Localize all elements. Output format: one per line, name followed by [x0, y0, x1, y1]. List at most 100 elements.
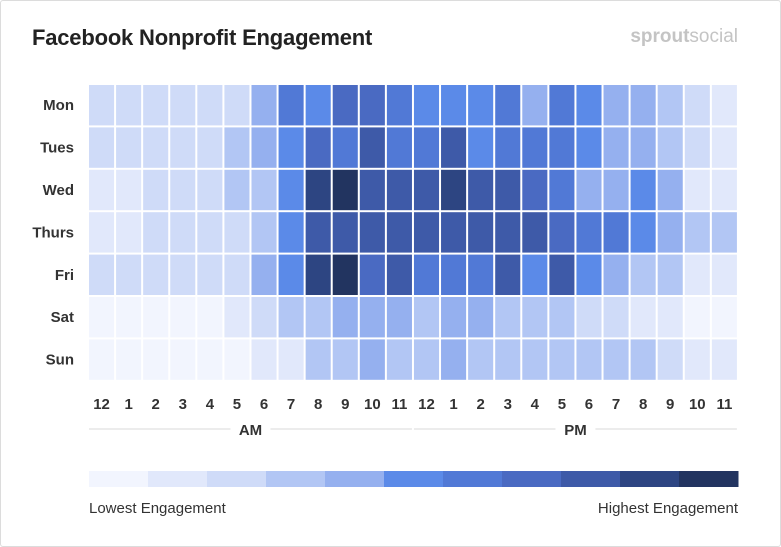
heatmap-cell [386, 254, 412, 295]
heatmap-cell [224, 127, 250, 168]
x-tick-label: 3 [504, 396, 512, 413]
heatmap-cell [413, 169, 440, 211]
heatmap-cell [143, 169, 169, 211]
brand-logo: sproutsocial [630, 26, 738, 48]
heatmap-cell [441, 297, 467, 338]
heatmap-cell [197, 169, 223, 211]
heatmap-cell [441, 339, 467, 380]
heatmap-cell [630, 339, 656, 380]
heatmap-cell [278, 339, 304, 380]
heatmap-cell [468, 212, 494, 253]
heatmap-cell [522, 339, 548, 380]
x-tick-label: 2 [152, 396, 160, 413]
heatmap-cell [684, 169, 710, 211]
heatmap-cell [495, 127, 521, 168]
heatmap-cell [549, 297, 575, 338]
heatmap-cell [630, 212, 656, 253]
heatmap-cell [711, 254, 737, 295]
heatmap-cell [711, 212, 737, 253]
heatmap-cell [170, 127, 196, 168]
heatmap-cell [305, 339, 331, 380]
x-tick-label: 11 [716, 396, 732, 413]
heatmap-cell [549, 169, 575, 211]
heatmap-cell [413, 339, 440, 380]
heatmap-cell [251, 127, 277, 168]
heatmap-cell [386, 169, 412, 211]
heatmap-cell [576, 212, 602, 253]
heatmap-cell [413, 127, 440, 168]
legend-swatch [679, 471, 739, 487]
heatmap-cell [468, 169, 494, 211]
heatmap-cell [684, 85, 710, 126]
heatmap-cell [711, 127, 737, 168]
heatmap-cell [278, 85, 304, 126]
heatmap-cell [251, 212, 277, 253]
heatmap-cell [386, 212, 412, 253]
heatmap-cell [278, 127, 304, 168]
x-tick-label: 4 [531, 396, 540, 413]
heatmap-cell [413, 254, 440, 295]
heatmap-cell [224, 212, 250, 253]
x-tick-label: 7 [612, 396, 620, 413]
heatmap-cell [657, 169, 683, 211]
x-tick-label: 9 [341, 396, 349, 413]
heatmap-cell [197, 212, 223, 253]
heatmap-cell [576, 127, 602, 168]
heatmap-cell [89, 127, 115, 168]
y-tick-label: Wed [43, 182, 74, 199]
heatmap-cell [278, 254, 304, 295]
heatmap-cell [413, 212, 440, 253]
heatmap-cell [576, 169, 602, 211]
heatmap-cell [116, 169, 142, 211]
heatmap-cell [170, 169, 196, 211]
heatmap-cell [522, 85, 548, 126]
heatmap-cell [305, 254, 331, 295]
heatmap-cell [170, 212, 196, 253]
heatmap-cell [305, 127, 331, 168]
x-tick-label: 7 [287, 396, 295, 413]
heatmap-cell [224, 297, 250, 338]
brand-logo-part2: social [689, 26, 738, 47]
x-tick-label: 3 [179, 396, 187, 413]
heatmap-cell [630, 85, 656, 126]
heatmap-cell [657, 339, 683, 380]
x-tick-label: 1 [449, 396, 457, 413]
heatmap-cell [468, 297, 494, 338]
heatmap-cell [305, 297, 331, 338]
heatmap-cell [468, 85, 494, 126]
heatmap-cell [332, 127, 358, 168]
heatmap-cell [197, 127, 223, 168]
x-tick-label: 9 [666, 396, 674, 413]
x-tick-label: 12 [418, 396, 435, 413]
heatmap-cell [522, 254, 548, 295]
heatmap-cell [332, 212, 358, 253]
heatmap-cell [359, 127, 385, 168]
heatmap-cell [495, 212, 521, 253]
heatmap-cell [143, 85, 169, 126]
heatmap-cell [116, 85, 142, 126]
legend-swatch [148, 471, 208, 487]
heatmap-cell [116, 297, 142, 338]
heatmap-cell [224, 339, 250, 380]
y-tick-label: Sun [46, 352, 74, 369]
legend-swatch [266, 471, 326, 487]
heatmap-cell [359, 297, 385, 338]
legend-swatch [325, 471, 385, 487]
heatmap-cell [522, 297, 548, 338]
heatmap-cell [251, 169, 277, 211]
x-tick-label: 6 [260, 396, 268, 413]
heatmap-cell [143, 254, 169, 295]
y-tick-label: Mon [43, 97, 74, 114]
heatmap-cell [657, 85, 683, 126]
heatmap-cell [684, 297, 710, 338]
heatmap-cell [657, 297, 683, 338]
heatmap-cell [441, 127, 467, 168]
heatmap-cell [576, 339, 602, 380]
heatmap-cell [549, 85, 575, 126]
heatmap-cell [251, 339, 277, 380]
x-group-label: PM [564, 422, 587, 439]
heatmap-cell [630, 254, 656, 295]
heatmap-cell [278, 297, 304, 338]
heatmap-cell [197, 254, 223, 295]
